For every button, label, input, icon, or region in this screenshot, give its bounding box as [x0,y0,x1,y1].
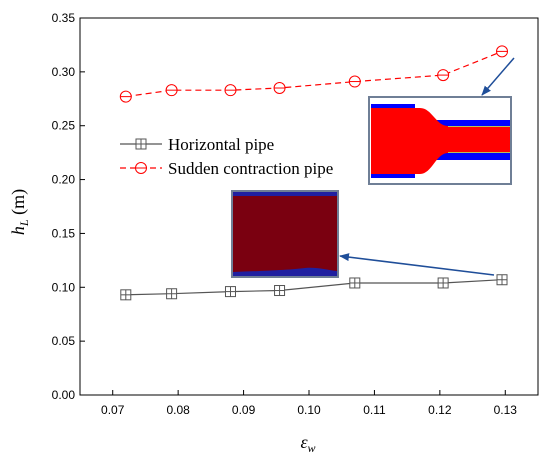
y-tick-label: 0.00 [52,388,76,402]
x-tick-label: 0.09 [232,403,256,417]
horizontal-wall-bottom [233,267,337,276]
y-tick-label: 0.05 [52,334,76,348]
y-tick-label: 0.25 [52,119,76,133]
data-point-sudden-contraction-pipe [165,84,178,97]
y-axis-label-symbol: h [8,226,28,235]
y-tick-label: 0.30 [52,65,76,79]
x-tick-label: 0.08 [166,403,190,417]
data-point-horizontal-pipe [120,289,132,301]
horizontal-wall-top [233,192,337,196]
contraction-fluid [371,108,510,174]
x-tick-label: 0.10 [297,403,321,417]
arrow-to-contraction-inset [481,57,515,96]
x-tick-label: 0.13 [494,403,518,417]
y-tick-label: 0.10 [52,280,76,294]
x-tick-label: 0.11 [363,403,386,417]
data-point-horizontal-pipe [224,286,236,298]
horizontal-flow-inset [231,190,339,278]
legend-label-sudden-contraction: Sudden contraction pipe [168,159,333,178]
legend: Horizontal pipe Sudden contraction pipe [120,135,333,178]
y-axis-label-subscript: L [17,219,31,227]
data-point-horizontal-pipe [349,277,361,289]
x-axis-label-subscript: w [308,441,316,455]
y-tick-label: 0.20 [52,173,76,187]
data-point-sudden-contraction-pipe [119,90,132,103]
data-point-horizontal-pipe [166,288,178,300]
y-tick-label: 0.15 [52,226,76,240]
arrow-to-horizontal-inset [339,253,495,276]
data-point-sudden-contraction-pipe [437,69,450,82]
y-axis-ticks: 0.00 0.05 0.10 0.15 0.20 0.25 0.30 0.35 [52,11,85,402]
x-axis-label: εw [300,432,315,455]
data-point-horizontal-pipe [496,274,508,286]
data-point-horizontal-pipe [437,277,449,289]
x-tick-label: 0.07 [101,403,125,417]
horizontal-inset-border [231,190,339,278]
legend-label-horizontal-pipe: Horizontal pipe [168,135,274,154]
x-axis-label-symbol: ε [300,432,308,452]
y-axis-label: hL (m) [8,189,31,235]
series-layer [119,45,509,301]
y-axis-label-unit: (m) [8,189,29,220]
data-point-horizontal-pipe [274,285,286,297]
data-point-sudden-contraction-pipe [224,84,237,97]
x-axis-ticks: 0.07 0.08 0.09 0.10 0.11 0.12 0.13 [101,390,517,417]
data-point-sudden-contraction-pipe [273,82,286,95]
data-point-sudden-contraction-pipe [496,45,509,58]
x-tick-label: 0.12 [428,403,452,417]
y-tick-label: 0.35 [52,11,76,25]
contraction-flow-inset [368,96,512,185]
data-point-sudden-contraction-pipe [348,75,361,88]
